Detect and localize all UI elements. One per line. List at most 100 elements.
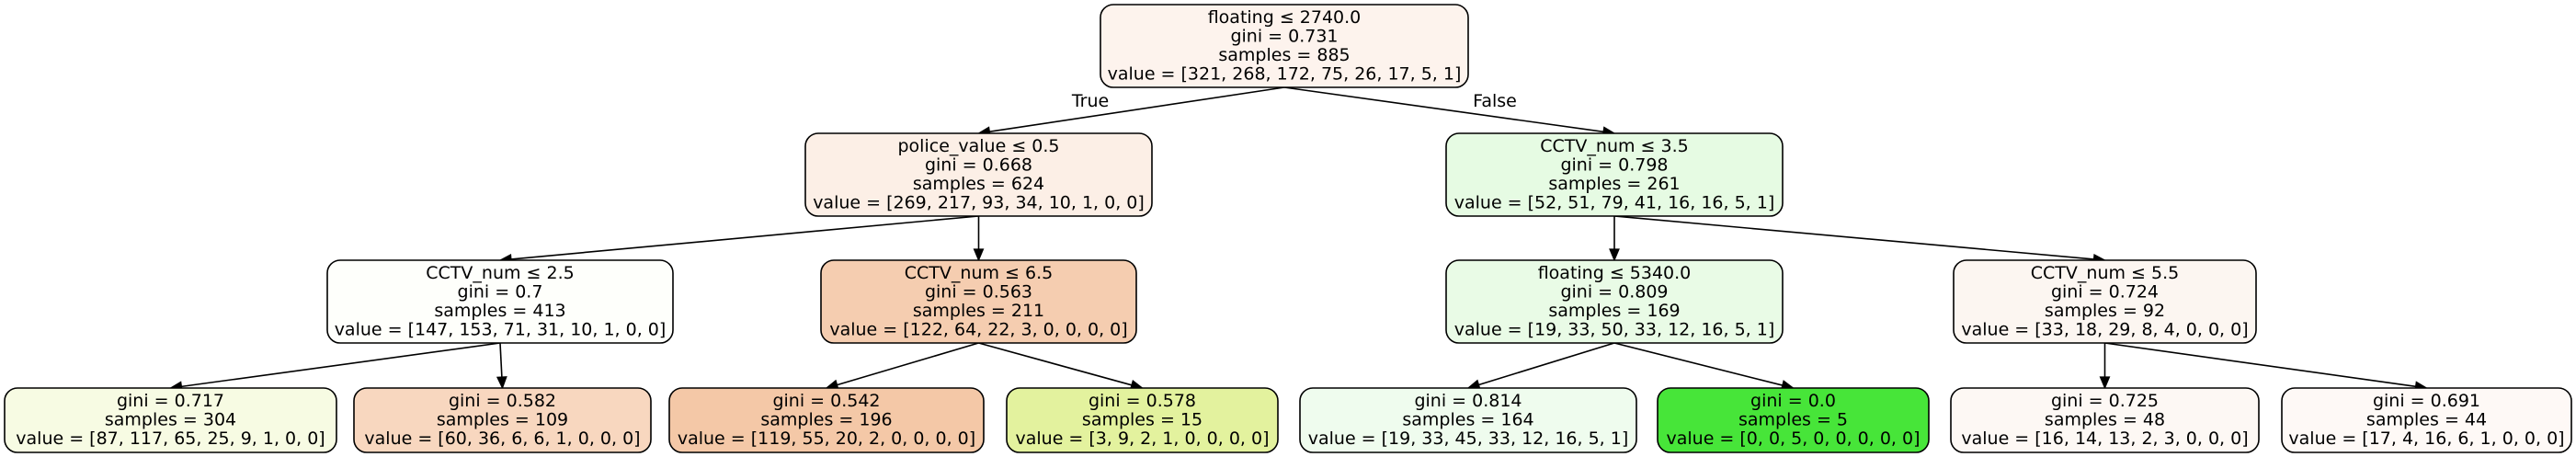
tree-node-line: samples = 624	[913, 174, 1044, 194]
tree-node-line: gini = 0.731	[1230, 27, 1338, 47]
tree-node-line: samples = 164	[1402, 410, 1533, 430]
tree-edge-5-12	[1613, 342, 1784, 386]
tree-edge-1-3	[510, 215, 979, 260]
tree-node-line: CCTV_num ≤ 5.5	[2031, 263, 2179, 283]
tree-node-line: value = [147, 153, 71, 31, 10, 1, 0, 0]	[335, 320, 667, 340]
tree-node-line: value = [0, 0, 5, 0, 0, 0, 0, 0]	[1667, 428, 1921, 449]
tree-node-box	[1445, 132, 1784, 217]
tree-node-line: floating ≤ 5340.0	[1538, 263, 1692, 283]
tree-node-line: value = [19, 33, 45, 33, 12, 16, 5, 1]	[1308, 428, 1629, 449]
tree-node-line: gini = 0.563	[925, 282, 1032, 303]
tree-edge-5-11	[1478, 342, 1615, 386]
edge-label-false: False	[1473, 91, 1517, 111]
tree-node-box	[326, 259, 674, 344]
tree-node-line: gini = 0.691	[2373, 391, 2480, 411]
tree-node-line: gini = 0.582	[449, 391, 556, 411]
tree-node-line: samples = 92	[2045, 301, 2165, 321]
tree-node-line: gini = 0.725	[2051, 391, 2159, 411]
tree-node-line: samples = 109	[437, 410, 568, 430]
tree-node-box	[804, 132, 1153, 217]
tree-node-line: gini = 0.0	[1750, 391, 1836, 411]
tree-node-line: gini = 0.809	[1560, 282, 1668, 303]
tree-node-line: samples = 304	[105, 410, 236, 430]
tree-node-line: samples = 413	[434, 301, 565, 321]
tree-node-line: value = [122, 64, 22, 3, 0, 0, 0, 0]	[829, 320, 1127, 340]
tree-node-line: value = [269, 217, 93, 34, 10, 1, 0, 0]	[813, 193, 1145, 213]
tree-edge-3-8	[499, 342, 503, 378]
tree-node-line: value = [3, 9, 2, 1, 0, 0, 0, 0]	[1016, 428, 1270, 449]
tree-node-box	[4, 387, 337, 453]
tree-node-line: gini = 0.578	[1089, 391, 1196, 411]
tree-node-box	[2281, 387, 2572, 453]
tree-node-line: gini = 0.668	[925, 155, 1032, 176]
tree-node-line: gini = 0.717	[117, 391, 224, 411]
tree-edge-arrow-1-4	[973, 248, 985, 262]
tree-edge-arrow-2-5	[1609, 248, 1620, 262]
tree-node-line: samples = 261	[1548, 174, 1680, 194]
tree-node-line: samples = 169	[1548, 301, 1680, 321]
tree-node-line: samples = 5	[1738, 410, 1848, 430]
tree-node-box	[820, 259, 1137, 344]
tree-edge-4-10	[978, 342, 1133, 386]
tree-node-line: samples = 15	[1082, 410, 1203, 430]
tree-node-box	[1445, 259, 1784, 344]
tree-edge-3-7	[181, 342, 501, 388]
tree-node-line: floating ≤ 2740.0	[1208, 7, 1362, 28]
tree-node-box	[1657, 387, 1930, 453]
tree-node-line: value = [16, 14, 13, 2, 3, 0, 0, 0]	[1961, 428, 2248, 449]
tree-node-line: gini = 0.7	[458, 282, 543, 303]
tree-node-line: CCTV_num ≤ 3.5	[1540, 136, 1688, 156]
tree-node-box	[668, 387, 985, 453]
tree-node-line: value = [52, 51, 79, 41, 16, 16, 5, 1]	[1454, 193, 1775, 213]
tree-node-line: CCTV_num ≤ 6.5	[905, 263, 1053, 283]
tree-edge-2-6	[1613, 215, 2094, 260]
tree-node-box	[353, 387, 652, 453]
tree-node-line: value = [87, 117, 65, 25, 9, 1, 0, 0]	[16, 428, 325, 449]
tree-node-line: value = [19, 33, 50, 33, 12, 16, 5, 1]	[1454, 320, 1775, 340]
tree-node-line: gini = 0.798	[1560, 155, 1668, 176]
tree-edge-0-1	[989, 86, 1285, 133]
tree-node-line: value = [17, 4, 16, 6, 1, 0, 0, 0]	[2288, 428, 2564, 449]
tree-node-box	[1299, 387, 1637, 453]
tree-node-line: samples = 44	[2366, 410, 2487, 430]
tree-edge-6-14	[2104, 342, 2416, 388]
tree-node-line: gini = 0.542	[772, 391, 880, 411]
tree-node-line: value = [33, 18, 29, 8, 4, 0, 0, 0]	[1961, 320, 2248, 340]
tree-node-box	[1953, 259, 2257, 344]
tree-node-line: samples = 48	[2045, 410, 2165, 430]
tree-node-line: CCTV_num ≤ 2.5	[426, 263, 574, 283]
tree-node-line: value = [321, 268, 172, 75, 26, 17, 5, 1…	[1108, 64, 1462, 85]
tree-node-line: samples = 885	[1218, 45, 1350, 65]
tree-node-line: value = [119, 55, 20, 2, 0, 0, 0, 0]	[678, 428, 975, 449]
tree-node-line: samples = 211	[913, 301, 1044, 321]
tree-edge-0-2	[1283, 86, 1604, 133]
tree-node-box	[1006, 387, 1279, 453]
tree-node-line: gini = 0.724	[2051, 282, 2159, 303]
tree-node-line: police_value ≤ 0.5	[898, 136, 1060, 156]
edges-layer: True False	[168, 86, 2429, 393]
tree-edge-arrow-3-8	[496, 376, 507, 390]
tree-node-line: value = [60, 36, 6, 6, 1, 0, 0, 0]	[364, 428, 640, 449]
tree-node-box	[1100, 4, 1469, 88]
tree-edge-4-9	[837, 342, 979, 386]
tree-node-line: gini = 0.814	[1414, 391, 1522, 411]
tree-edge-arrow-6-13	[2099, 376, 2111, 390]
tree-node-box	[1950, 387, 2260, 453]
edge-label-true: True	[1071, 91, 1109, 111]
